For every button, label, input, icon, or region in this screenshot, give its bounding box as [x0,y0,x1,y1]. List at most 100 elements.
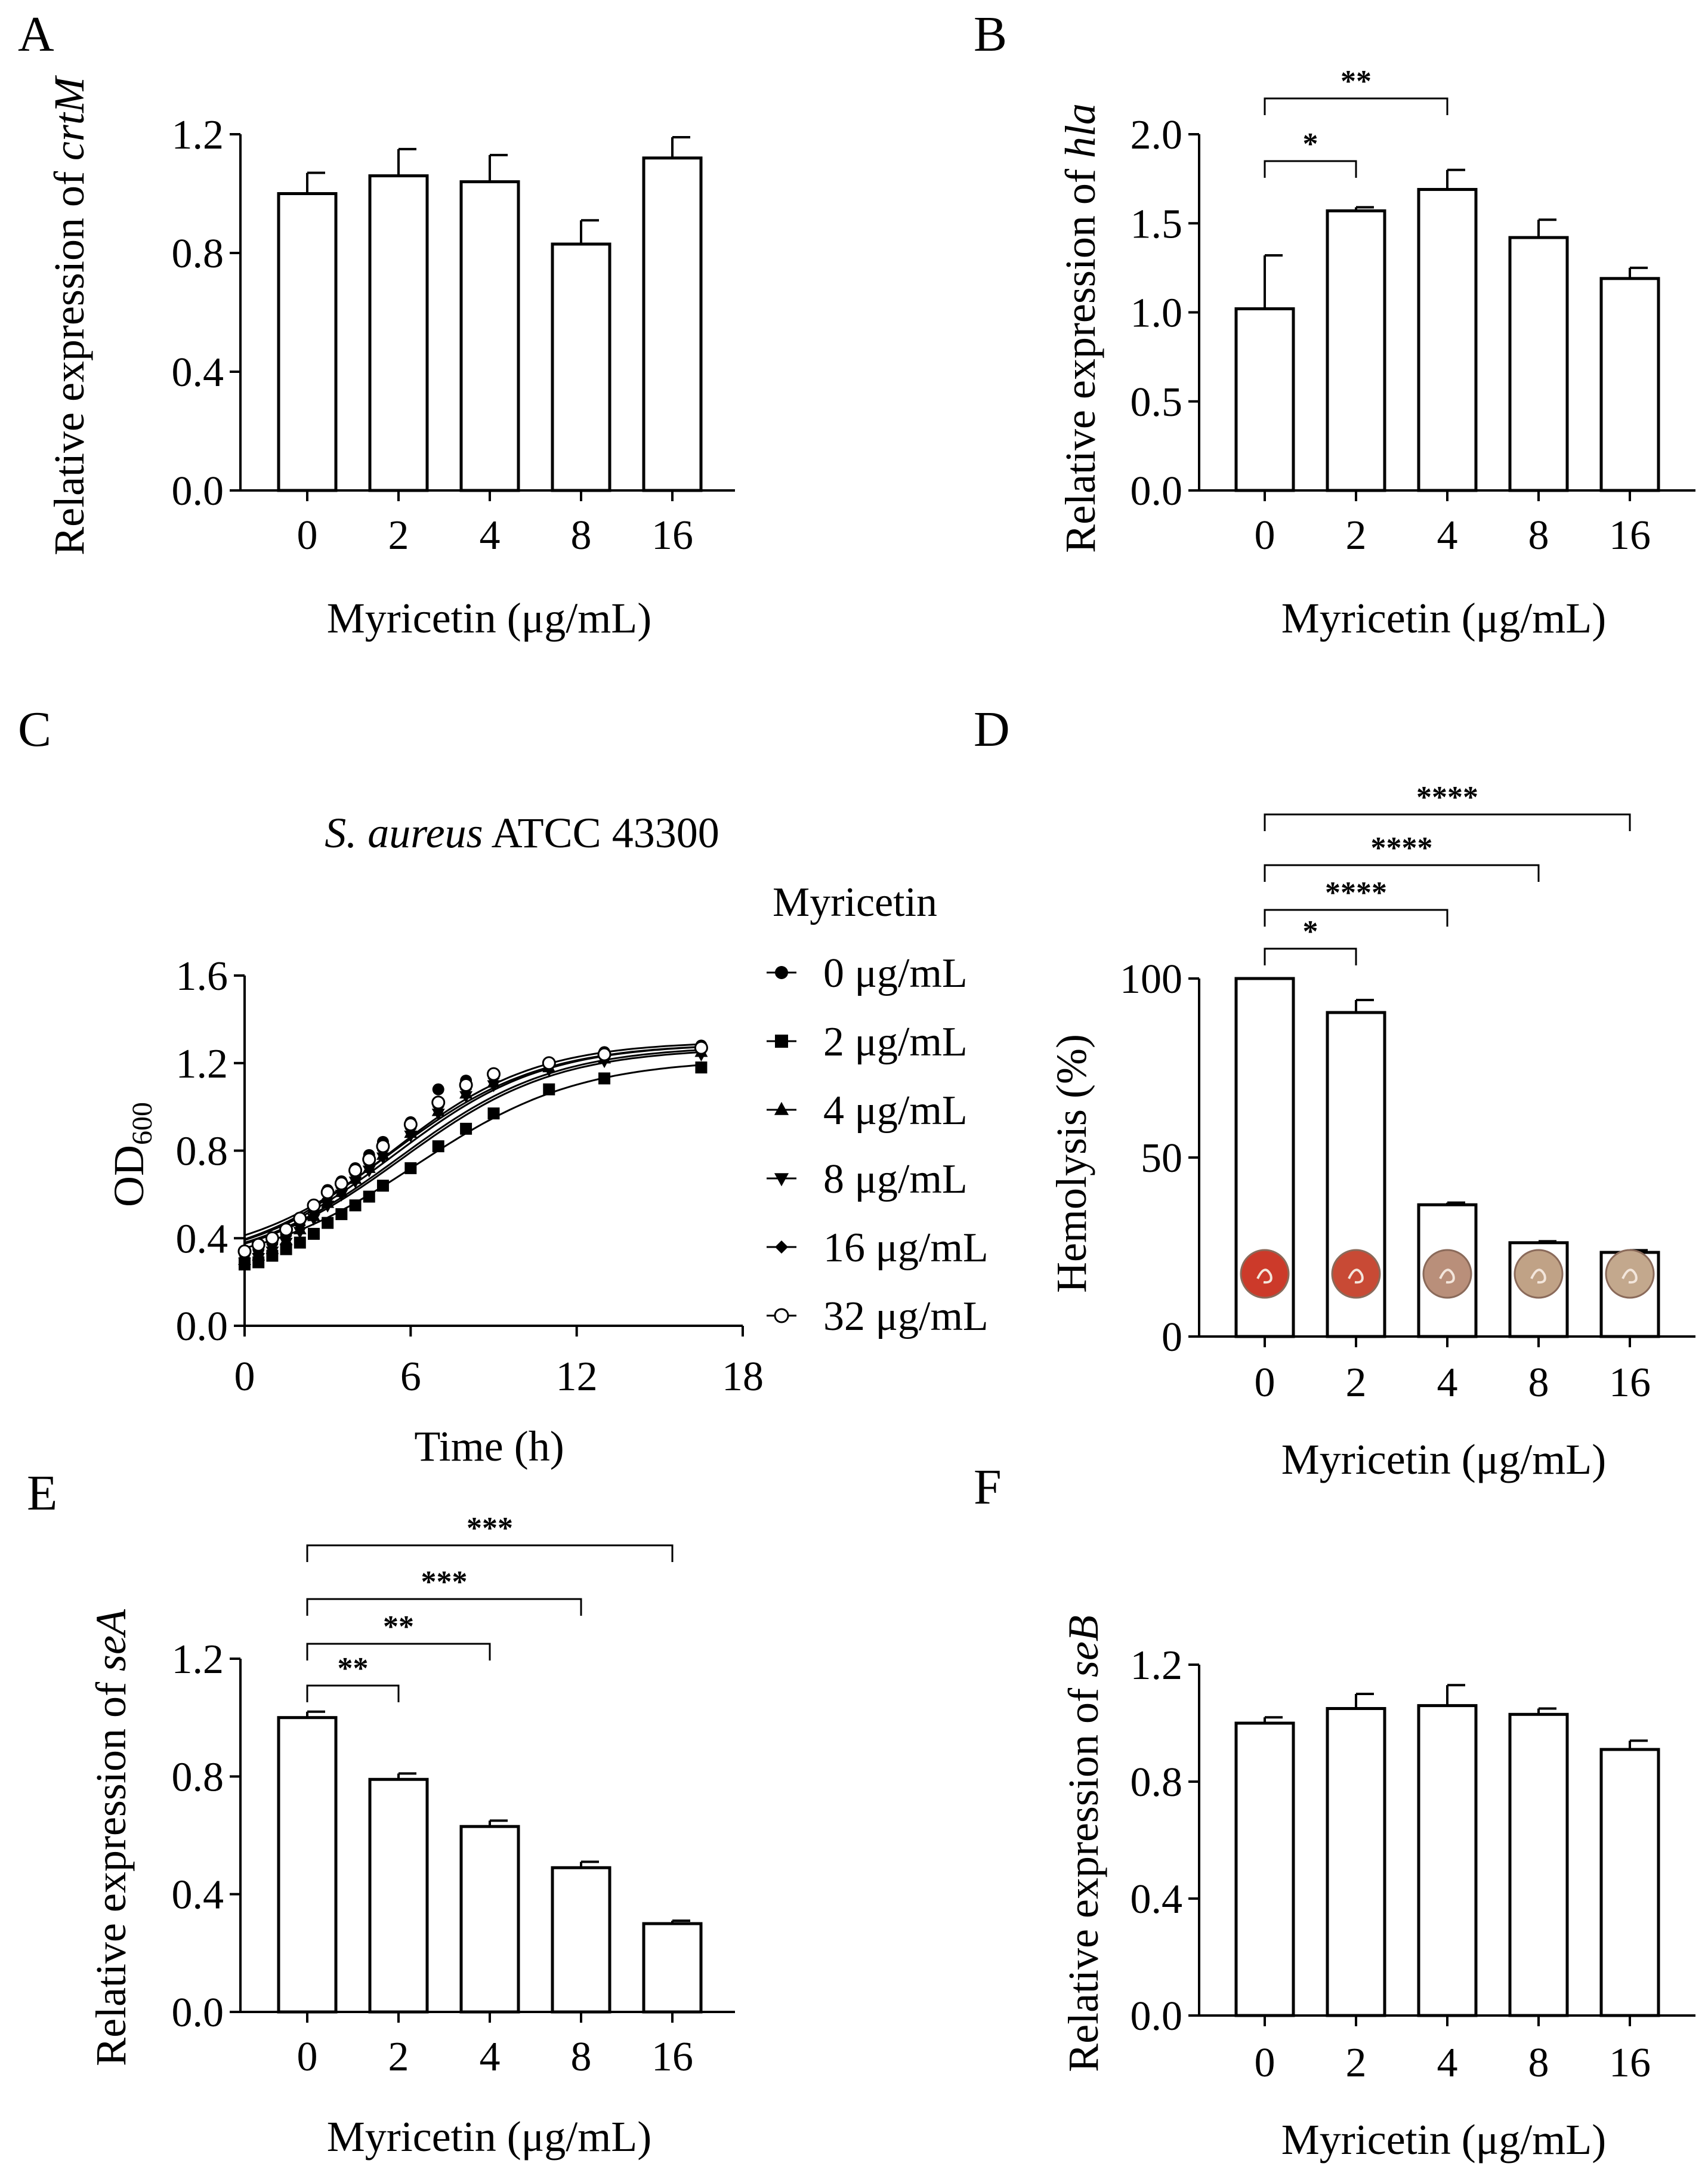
x-tick-label: 8 [571,2034,592,2080]
data-point [487,1080,501,1092]
data-point [362,1152,376,1166]
x-axis-label: Myricetin (μg/mL) [1281,1436,1606,1483]
data-point [459,1078,473,1092]
data-point [543,1083,555,1095]
bar [551,242,611,492]
y-axis-label-gene: seB [1060,1615,1107,1677]
y-tick-label: 1.6 [176,953,228,999]
legend-label: 8 μg/mL [823,1156,968,1202]
well-swirl [1348,1268,1364,1284]
data-point [335,1208,348,1220]
chart-title-species: S. aureus [325,809,483,857]
x-tick-label: 6 [400,1354,421,1400]
panel-label-c: C [18,702,51,757]
x-tick-label: 2 [388,513,409,558]
significance-bracket [306,1643,491,1661]
chart-title-strain: ATCC 43300 [483,809,719,857]
x-axis-label: Time (h) [414,1422,564,1470]
data-point [597,1047,611,1061]
bar [1234,1721,1295,2017]
y-tick-label: 0 [1162,1314,1182,1360]
well-swirl [1439,1268,1455,1284]
y-tick-label: 50 [1141,1135,1182,1181]
bar [368,1777,429,2014]
well-swirl [1256,1268,1272,1284]
bar [551,1866,611,2014]
fit-curve [244,1043,705,1240]
x-tick-label: 4 [480,2034,501,2080]
x-tick-label: 2 [1346,2040,1367,2086]
data-point [307,1198,321,1212]
data-point [293,1227,307,1239]
bar [277,192,338,492]
x-tick-label: 0 [297,2034,318,2080]
bar [1599,1748,1660,2017]
bar [368,174,429,492]
fit-curve [244,1048,705,1244]
x-tick-label: 0 [1255,513,1275,558]
data-point [348,1163,363,1178]
significance-bracket [306,1684,400,1702]
data-point [334,1177,348,1191]
significance-label: *** [467,1511,513,1545]
y-tick-label: 1.2 [1131,1643,1183,1689]
legend-label: 32 μg/mL [823,1294,989,1340]
y-tick-label: 0.4 [176,1216,228,1262]
y-axis-label-prefix: Relative expression of [1060,1677,1107,2072]
bar [1508,236,1569,492]
y-axis-label-main: OD [105,1145,153,1207]
panel-f: F 0.0 0.4 0.8 1.2 0 2 4 8 16 Relative expression o… [974,1459,1695,2163]
y-axis-label: Relative expression of hla [1057,103,1104,553]
y-axis-label-gene: crtM [45,75,93,161]
x-tick-label: 16 [1609,2040,1651,2086]
panel-label-e: E [27,1465,57,1521]
x-tick-label: 0 [234,1354,255,1400]
x-tick-label: 12 [556,1354,598,1400]
legend-label: 2 μg/mL [823,1019,968,1065]
bar [277,1716,338,2014]
data-point [376,1180,389,1192]
data-point [432,1083,444,1095]
y-axis-label: Relative expression of seA [87,1609,135,2066]
y-axis-label: Hemolysis (%) [1048,1034,1095,1293]
x-tick-label: 16 [1609,513,1651,558]
panel-label-f: F [974,1459,1002,1515]
data-point [363,1190,375,1203]
y-tick-label: 0.4 [1131,1876,1183,1922]
data-point [348,1176,362,1189]
x-tick-label: 4 [1437,1360,1458,1406]
bar [1234,307,1295,492]
data-point [320,1185,335,1199]
y-tick-label: 1.2 [176,1041,228,1087]
y-axis-label-gene: hla [1057,103,1104,158]
x-tick-label: 16 [1609,1360,1651,1406]
data-point [598,1072,611,1085]
x-axis-label: Myricetin (μg/mL) [1281,2116,1606,2163]
well-swirl [1530,1268,1546,1284]
data-point [294,1236,306,1249]
significance-bracket [1264,947,1357,965]
well-image [1331,1249,1381,1299]
significance-label: * [1303,127,1318,161]
data-point [307,1227,320,1240]
y-tick-label: 0.8 [176,1129,228,1175]
x-tick-label: 16 [651,2034,693,2080]
x-axis-label: Myricetin (μg/mL) [327,2113,651,2161]
fit-curve [244,1064,705,1249]
data-point [307,1214,320,1226]
y-tick-label: 1.5 [1131,201,1183,247]
x-tick-label: 2 [388,2034,409,2080]
bar [459,180,520,492]
x-tick-label: 8 [571,513,592,558]
significance-bracket [306,1598,582,1616]
y-tick-label: 0.5 [1131,379,1183,425]
data-point [403,1117,418,1131]
y-tick-label: 0.0 [172,468,224,514]
significance-label: **** [1325,876,1387,910]
y-axis-label-prefix: Relative expression of [87,1671,135,2066]
well-swirl [1621,1268,1638,1284]
y-axis-label-text: Hemolysis (%) [1048,1034,1095,1293]
x-tick-label: 18 [722,1354,764,1400]
significance-label: *** [421,1565,468,1599]
